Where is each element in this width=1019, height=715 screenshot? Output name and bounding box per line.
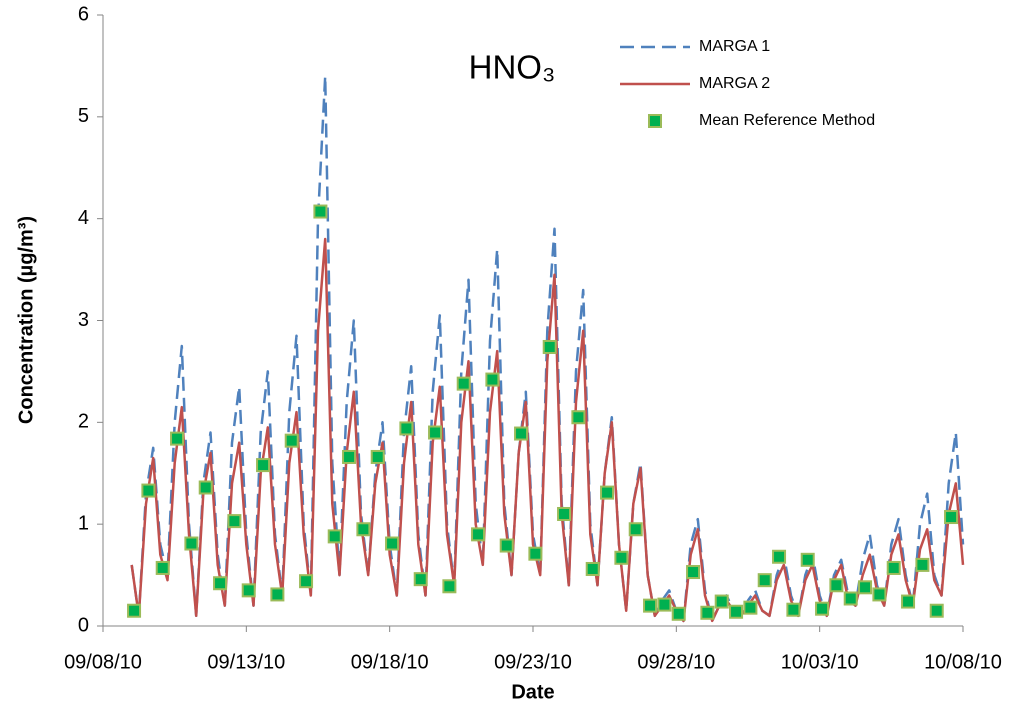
reference-marker (299, 574, 314, 589)
x-axis-label: Date (511, 681, 554, 703)
reference-marker (743, 600, 758, 615)
reference-marker (170, 431, 185, 446)
reference-marker (284, 433, 299, 448)
reference-marker (241, 583, 256, 598)
reference-marker (256, 458, 271, 473)
reference-marker (471, 527, 486, 542)
reference-marker (628, 522, 643, 537)
reference-marker (929, 603, 944, 618)
y-tick-label: 4 (78, 207, 89, 229)
x-tick-label: 09/28/10 (637, 651, 715, 673)
legend-label: MARGA 2 (699, 75, 770, 92)
reference-marker (700, 605, 715, 620)
y-tick-label: 0 (78, 614, 89, 636)
x-tick-label: 09/08/10 (64, 651, 142, 673)
reference-marker (370, 449, 385, 464)
y-axis-label: Concentration (µg/m³) (15, 216, 37, 424)
y-tick-label: 2 (78, 411, 89, 433)
reference-marker (442, 579, 457, 594)
reference-marker (127, 603, 142, 618)
reference-marker (542, 339, 557, 354)
legend-label: MARGA 1 (699, 38, 770, 55)
reference-marker (385, 536, 400, 551)
reference-marker (815, 601, 830, 616)
reference-marker (141, 483, 156, 498)
reference-marker (327, 529, 342, 544)
x-tick-label: 09/18/10 (351, 651, 429, 673)
reference-marker (585, 561, 600, 576)
reference-marker (772, 549, 787, 564)
reference-marker (843, 591, 858, 606)
reference-marker (757, 573, 772, 588)
y-tick-label: 5 (78, 105, 89, 127)
reference-marker (786, 602, 801, 617)
legend-marker (648, 114, 662, 128)
reference-marker (428, 425, 443, 440)
x-tick-label: 10/08/10 (924, 651, 1002, 673)
reference-marker (671, 606, 686, 621)
series-line (130, 237, 965, 623)
reference-marker (198, 480, 213, 495)
reference-marker (213, 576, 228, 591)
reference-marker (514, 426, 529, 441)
x-tick-label: 10/03/10 (781, 651, 859, 673)
y-tick-label: 6 (78, 3, 89, 25)
reference-marker (915, 557, 930, 572)
reference-marker (413, 572, 428, 587)
reference-marker (657, 597, 672, 612)
y-tick-label: 1 (78, 512, 89, 534)
reference-marker (356, 522, 371, 537)
reference-marker (342, 449, 357, 464)
reference-marker (729, 604, 744, 619)
reference-marker (829, 578, 844, 593)
reference-marker (528, 546, 543, 561)
reference-marker (686, 565, 701, 580)
chart-title: HNO₃ (469, 49, 556, 86)
x-tick-label: 09/23/10 (494, 651, 572, 673)
y-tick-label: 3 (78, 309, 89, 331)
reference-marker (872, 587, 887, 602)
reference-marker (499, 538, 514, 553)
x-tick-label: 09/13/10 (207, 651, 285, 673)
reference-marker (886, 560, 901, 575)
reference-marker (614, 550, 629, 565)
reference-marker (557, 506, 572, 521)
reference-marker (643, 598, 658, 613)
reference-marker (227, 514, 242, 529)
reference-marker (858, 580, 873, 595)
legend-label: Mean Reference Method (699, 112, 875, 129)
reference-marker (901, 594, 916, 609)
reference-marker (456, 376, 471, 391)
reference-marker (571, 410, 586, 425)
reference-marker (600, 485, 615, 500)
reference-marker (184, 536, 199, 551)
reference-marker (714, 594, 729, 609)
reference-marker (800, 552, 815, 567)
reference-marker (313, 204, 328, 219)
reference-marker (155, 560, 170, 575)
reference-marker (399, 421, 414, 436)
reference-marker (944, 510, 959, 525)
reference-marker (270, 587, 285, 602)
reference-marker (485, 372, 500, 387)
